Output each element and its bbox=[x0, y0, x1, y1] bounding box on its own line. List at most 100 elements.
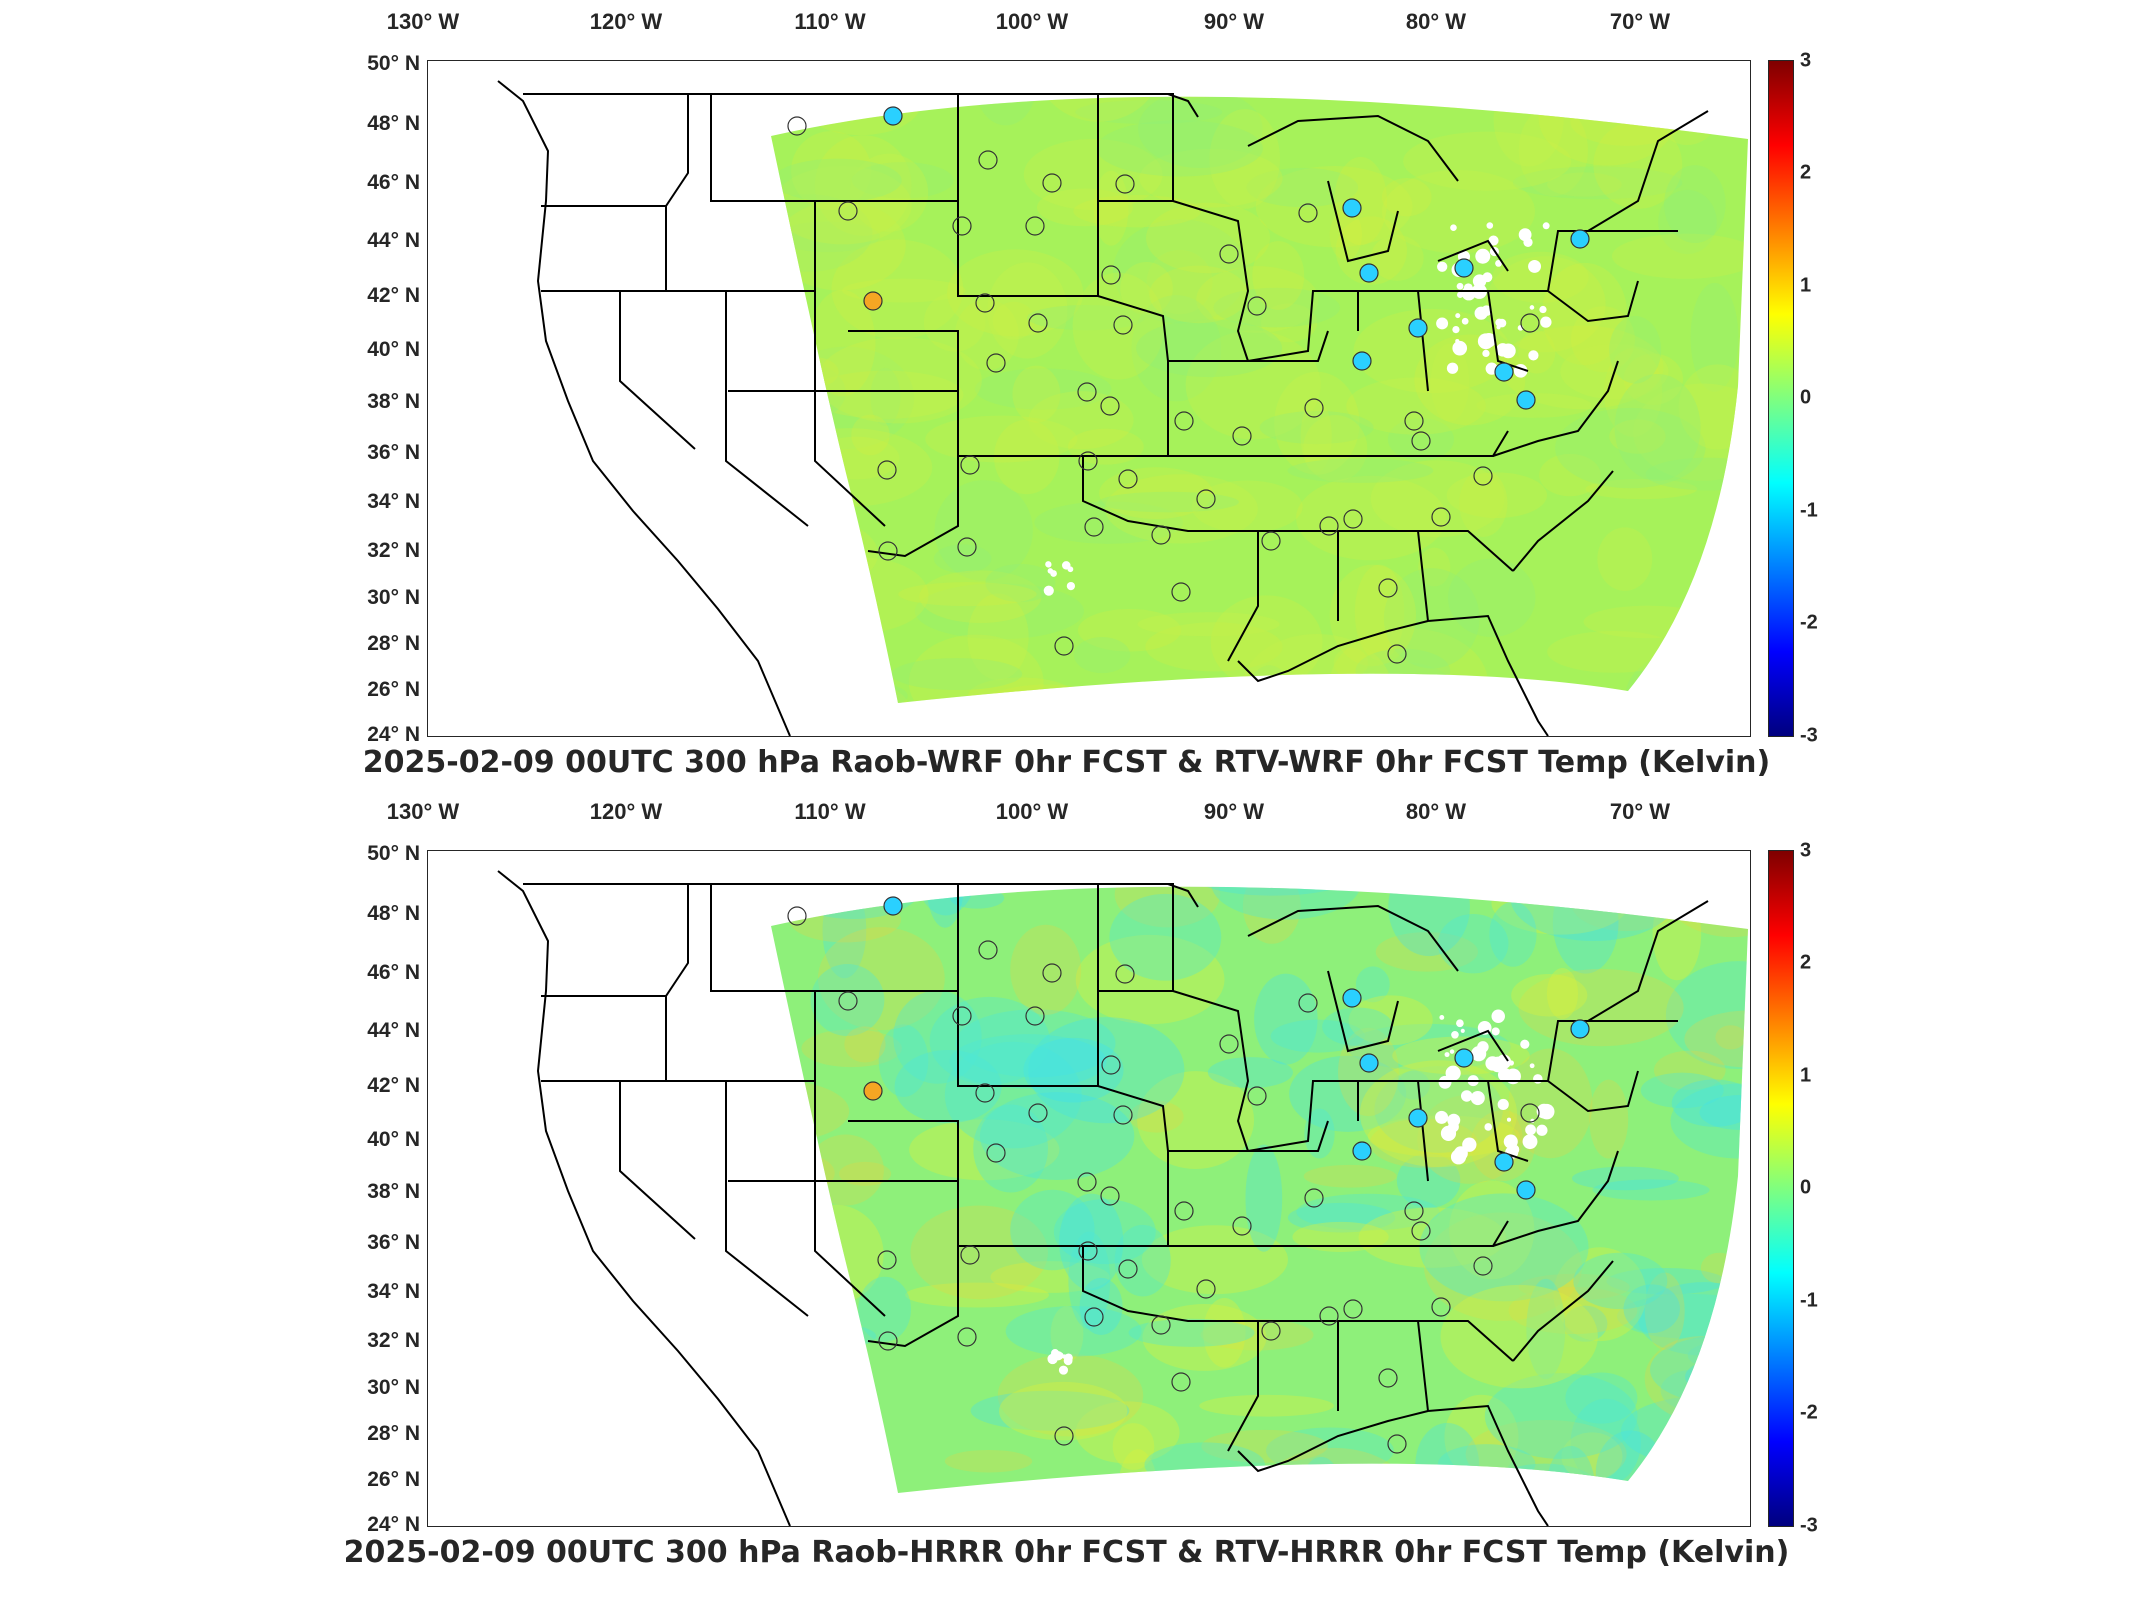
field-anomaly-patch bbox=[1213, 287, 1340, 328]
lat-tick-label: 46° N bbox=[367, 171, 420, 194]
raob-station-marker bbox=[975, 1083, 995, 1103]
lat-tick-label: 34° N bbox=[367, 490, 420, 513]
field-anomaly-patch bbox=[1196, 266, 1319, 333]
raob-station-marker bbox=[1343, 509, 1363, 529]
field-anomaly-patch bbox=[949, 1034, 1107, 1089]
lat-tick-label: 30° N bbox=[367, 586, 420, 609]
raob-station-marker bbox=[1516, 1180, 1536, 1200]
colorbar-tick-label: 3 bbox=[1800, 49, 1812, 72]
raob-station-marker bbox=[1078, 451, 1098, 471]
field-anomaly-patch bbox=[1484, 1373, 1638, 1459]
raob-station-marker bbox=[1196, 489, 1216, 509]
field-anomaly-patch bbox=[1012, 365, 1061, 423]
raob-station-marker bbox=[1352, 351, 1372, 371]
state-boundary-line bbox=[1227, 1320, 1259, 1452]
field-anomaly-patch bbox=[844, 1026, 886, 1063]
state-boundary-line bbox=[1172, 200, 1250, 362]
raob-station-marker bbox=[1077, 1172, 1097, 1192]
field-anomaly-patch bbox=[1511, 974, 1588, 1017]
field-anomaly-patch bbox=[1623, 353, 1684, 405]
colorbar-tick-label: -1 bbox=[1800, 499, 1818, 522]
field-anomaly-patch bbox=[1296, 475, 1447, 561]
temperature-field bbox=[771, 96, 1748, 703]
field-anomaly-patch bbox=[1563, 1305, 1608, 1342]
field-anomaly-patch bbox=[1120, 261, 1173, 316]
state-boundary-line bbox=[710, 94, 816, 291]
lon-tick-label: 90° W bbox=[1203, 9, 1265, 34]
field-anomaly-patch bbox=[992, 301, 1035, 340]
missing-data-speck bbox=[1461, 317, 1469, 325]
raob-station-marker bbox=[952, 1006, 972, 1026]
raob-station-marker bbox=[1494, 1152, 1514, 1172]
missing-data-speck bbox=[1050, 570, 1057, 577]
state-boundary-line bbox=[1098, 883, 1174, 992]
field-anomaly-patch bbox=[1353, 308, 1511, 394]
lat-tick-label: 36° N bbox=[367, 1231, 420, 1254]
field-anomaly-patch bbox=[1418, 547, 1451, 587]
field-anomaly-patch bbox=[800, 96, 922, 136]
raob-station-marker bbox=[1118, 469, 1138, 489]
raob-station-marker bbox=[986, 1143, 1006, 1163]
field-anomaly-patch bbox=[1518, 968, 1684, 1047]
field-anomaly-patch bbox=[997, 1354, 1144, 1437]
field-anomaly-patch bbox=[926, 886, 964, 928]
raob-station-marker bbox=[1113, 1105, 1133, 1125]
missing-data-speck bbox=[1439, 1015, 1445, 1020]
field-anomaly-patch bbox=[1145, 622, 1283, 672]
raob-station-marker bbox=[1378, 1368, 1398, 1388]
field-anomaly-patch bbox=[1489, 901, 1537, 967]
field-anomaly-patch bbox=[1099, 467, 1213, 519]
missing-data-speck bbox=[1455, 313, 1461, 319]
field-anomaly-patch bbox=[1403, 131, 1572, 191]
colorbar bbox=[1768, 850, 1794, 1527]
field-anomaly-patch bbox=[1129, 1100, 1184, 1133]
missing-data-speck bbox=[1508, 1060, 1514, 1066]
lon-tick-label: 70° W bbox=[1609, 799, 1671, 824]
field-anomaly-patch bbox=[1334, 156, 1387, 246]
field-anomaly-patch bbox=[973, 1104, 1048, 1193]
raob-station-marker bbox=[1404, 411, 1424, 431]
raob-station-marker bbox=[1100, 1186, 1120, 1206]
state-boundary-line bbox=[1247, 114, 1459, 182]
missing-data-speck bbox=[1067, 566, 1074, 573]
field-anomaly-patch bbox=[775, 200, 906, 291]
colorbar-tick-label: 2 bbox=[1800, 161, 1812, 184]
raob-station-marker bbox=[1343, 1299, 1363, 1319]
field-anomaly-patch bbox=[1444, 1394, 1519, 1480]
raob-station-marker bbox=[1247, 1086, 1267, 1106]
state-boundary-line bbox=[814, 291, 886, 527]
state-boundaries bbox=[497, 870, 1709, 1526]
raob-station-marker bbox=[1319, 1306, 1339, 1326]
field-anomaly-patch bbox=[1077, 608, 1182, 652]
missing-data-speck bbox=[1488, 235, 1499, 246]
state-boundary-line bbox=[1587, 900, 1709, 1022]
field-anomaly-patch bbox=[1585, 478, 1698, 500]
missing-data-speck bbox=[1539, 1103, 1555, 1120]
raob-station-marker bbox=[883, 896, 903, 916]
state-boundary-line bbox=[814, 1081, 886, 1317]
missing-data-speck bbox=[1460, 1028, 1465, 1033]
field-anomaly-patch bbox=[1335, 216, 1407, 285]
colorbar bbox=[1768, 60, 1794, 737]
field-anomaly-patch bbox=[1485, 256, 1606, 353]
field-anomaly-patch bbox=[1381, 177, 1432, 217]
field-anomaly-patch bbox=[1370, 460, 1505, 538]
lat-tick-label: 26° N bbox=[367, 1468, 420, 1491]
field-anomaly-patch bbox=[990, 1261, 1110, 1293]
raob-station-marker bbox=[975, 293, 995, 313]
lat-tick-label: 48° N bbox=[367, 902, 420, 925]
raob-station-marker bbox=[1304, 398, 1324, 418]
colorbar-tick-label: -2 bbox=[1800, 611, 1818, 634]
missing-data-speck bbox=[1449, 1049, 1455, 1054]
raob-station-marker bbox=[1352, 1141, 1372, 1161]
map-plot-area bbox=[427, 850, 1751, 1527]
field-anomaly-patch bbox=[997, 696, 1057, 703]
field-anomaly-patch bbox=[923, 292, 986, 352]
field-anomaly-patch bbox=[1383, 568, 1480, 669]
field-anomaly-patch bbox=[894, 1049, 1002, 1124]
state-boundary-line bbox=[1492, 360, 1619, 457]
lat-tick-label: 30° N bbox=[367, 1376, 420, 1399]
field-anomaly-patch bbox=[947, 249, 1084, 337]
field-anomaly-patch bbox=[1260, 303, 1318, 343]
field-anomaly-patch bbox=[1207, 1057, 1293, 1089]
